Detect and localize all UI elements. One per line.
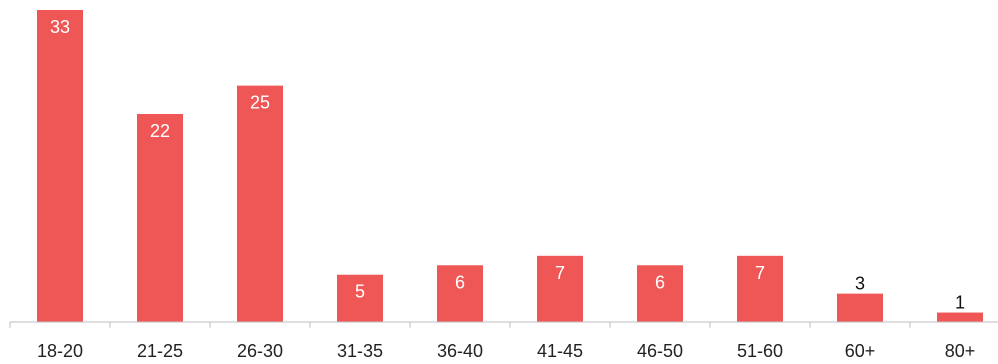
- bar: [37, 10, 83, 322]
- bar: [237, 85, 283, 323]
- bar-value-label: 7: [555, 263, 565, 283]
- x-tick-labels: 18-20 21-25 26-30 31-35 36-40 41-45 46-50 51-60…: [37, 341, 975, 361]
- bar-value-label: 25: [250, 93, 270, 113]
- bar-value-label: 6: [655, 272, 665, 292]
- x-tick-label: 18-20: [37, 341, 83, 361]
- x-tick-label: 51-60: [737, 341, 783, 361]
- bar-value-label: 33: [50, 17, 70, 37]
- bar-value-label: 3: [855, 274, 865, 294]
- x-tick-label: 26-30: [237, 341, 283, 361]
- bar-value-label: 1: [955, 293, 965, 313]
- x-tick-label: 41-45: [537, 341, 583, 361]
- bar: [937, 312, 983, 322]
- x-axis: [9, 321, 998, 328]
- x-tick-label: 46-50: [637, 341, 683, 361]
- bar-value-label: 22: [150, 121, 170, 141]
- x-tick-label: 60+: [845, 341, 876, 361]
- bars-group: 33 22 25 5 6 7 6 7 3 1: [37, 10, 983, 323]
- x-tick-label: 80+: [945, 341, 976, 361]
- bar-value-label: 6: [455, 272, 465, 292]
- bar: [837, 293, 883, 322]
- bar: [537, 255, 583, 322]
- bar: [437, 265, 483, 322]
- x-tick-label: 21-25: [137, 341, 183, 361]
- bar: [737, 255, 783, 322]
- x-tick-label: 36-40: [437, 341, 483, 361]
- bar-value-label: 7: [755, 263, 765, 283]
- x-tick-label: 31-35: [337, 341, 383, 361]
- bar: [137, 114, 183, 322]
- bar-value-label: 5: [355, 282, 365, 302]
- bar: [637, 265, 683, 322]
- bar: [337, 274, 383, 322]
